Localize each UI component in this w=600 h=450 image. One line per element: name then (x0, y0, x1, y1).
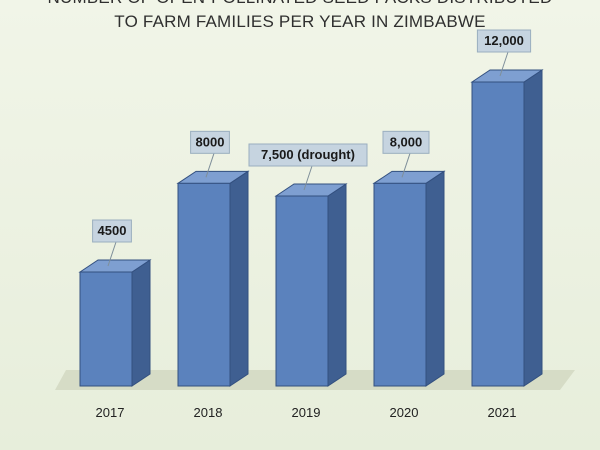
bar-2018 (176, 170, 250, 387)
data-label-leader-2020 (401, 153, 411, 178)
data-label-text-2018: 8000 (196, 134, 225, 149)
x-tick-label-2019: 2019 (292, 405, 321, 420)
data-label-box-2017 (92, 219, 132, 243)
bar-side-2019 (327, 183, 347, 387)
data-labels: 4500 8000 7,500 (drought) 8,000 12,000 (92, 29, 532, 267)
x-axis-ticks: 2017 2018 2019 2020 2021 (96, 405, 517, 420)
data-label-leader-2021 (499, 51, 509, 77)
x-tick-label-2017: 2017 (96, 405, 125, 420)
data-label-box-2018 (190, 130, 230, 154)
data-label-text-2019: 7,500 (drought) (261, 147, 355, 162)
data-label-2019: 7,500 (drought) (248, 143, 368, 191)
bar-2021 (470, 69, 544, 387)
data-label-2017: 4500 (92, 219, 132, 267)
bar-front-2020 (373, 182, 427, 387)
bar-series (78, 69, 544, 387)
data-label-text-2020: 8,000 (390, 134, 423, 149)
bar-2017 (78, 259, 152, 387)
bar-front-2017 (79, 271, 133, 387)
bar-side-2018 (229, 170, 249, 387)
bar-front-2021 (471, 81, 525, 387)
data-label-text-2017: 4500 (98, 223, 127, 238)
data-label-box-2020 (382, 130, 430, 154)
x-tick-label-2018: 2018 (194, 405, 223, 420)
data-label-text-2021: 12,000 (484, 33, 524, 48)
data-label-leader-2019 (303, 165, 313, 191)
data-label-box-2019 (248, 143, 368, 167)
bar-side-2021 (523, 69, 543, 387)
x-tick-label-2021: 2021 (488, 405, 517, 420)
bar-front-2018 (177, 182, 231, 387)
data-label-box-2021 (476, 29, 532, 53)
data-label-2021: 12,000 (476, 29, 532, 77)
data-label-leader-2018 (205, 153, 215, 178)
data-label-2020: 8,000 (382, 130, 430, 178)
data-label-leader-2017 (107, 241, 117, 267)
bar-2019 (274, 183, 348, 387)
bar-front-2019 (275, 195, 329, 387)
bar-2020 (372, 170, 446, 387)
chart-title-line-2: TO FARM FAMILIES PER YEAR IN ZIMBABWE (114, 12, 486, 31)
chart-title-line-1: NUMBER OF OPEN-POLLINATED SEED PACKS DIS… (0, 0, 600, 8)
data-label-2018: 8000 (190, 130, 230, 178)
bar-side-2020 (425, 170, 445, 387)
bar-side-2017 (131, 259, 151, 387)
x-tick-label-2020: 2020 (390, 405, 419, 420)
